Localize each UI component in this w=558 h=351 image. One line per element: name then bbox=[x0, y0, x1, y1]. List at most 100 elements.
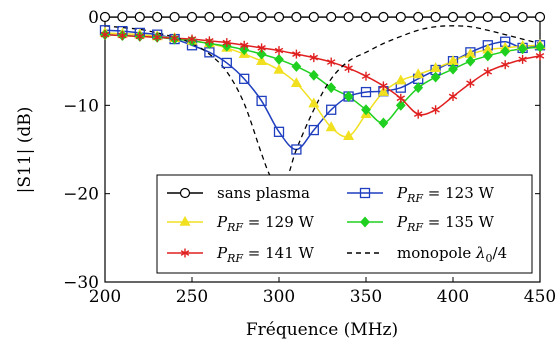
y-axis-title: |S11| (dB) bbox=[15, 107, 35, 194]
series-1-point-13 bbox=[326, 104, 337, 115]
series-3-point-13 bbox=[326, 82, 337, 94]
series-2-point-10 bbox=[273, 63, 285, 74]
series-3-point-18 bbox=[413, 82, 424, 94]
series-4-point-13-arm-2 bbox=[326, 59, 336, 65]
series-0-point-0 bbox=[99, 11, 111, 23]
series-4-point-20 bbox=[448, 92, 458, 101]
series-4-point-3-arm-2 bbox=[152, 34, 162, 41]
x-axis-title: Fréquence (MHz) bbox=[246, 320, 398, 340]
series-4-point-8-arm-2 bbox=[239, 42, 249, 49]
series-2-point-9 bbox=[256, 55, 268, 65]
legend-label-0: sans plasma bbox=[217, 184, 310, 202]
series-4-point-14 bbox=[344, 63, 353, 73]
series-4-point-9 bbox=[257, 43, 266, 53]
series-4-point-4-arm-2 bbox=[170, 35, 179, 42]
series-4-point-10 bbox=[274, 46, 284, 56]
legend-label-1: PRF = 123 W bbox=[396, 184, 495, 205]
legend-item-1: PRF = 123 W bbox=[347, 184, 495, 205]
x-tick-label-5: 450 bbox=[524, 287, 556, 307]
series-4-point-18-arm-2 bbox=[413, 111, 423, 118]
legend-swatch-marker-2 bbox=[179, 215, 191, 226]
series-4-point-22 bbox=[483, 67, 493, 77]
series-0-point-20 bbox=[447, 11, 459, 23]
series-0-point-12 bbox=[308, 11, 319, 23]
series-1-point-12 bbox=[308, 124, 319, 136]
series-4-point-20-arm-2 bbox=[448, 93, 458, 100]
series-4-point-19 bbox=[431, 105, 440, 115]
legend-label-5: monopole λ0/4 bbox=[397, 244, 507, 265]
series-4-point-8 bbox=[239, 40, 249, 50]
legend-swatch-3 bbox=[347, 216, 383, 228]
series-3-point-25 bbox=[535, 41, 545, 53]
series-4-point-11 bbox=[292, 49, 301, 59]
series-3-point-21 bbox=[465, 55, 476, 67]
series-4-point-16 bbox=[379, 81, 388, 91]
markers-layer bbox=[99, 11, 546, 155]
series-0-point-3 bbox=[152, 11, 163, 23]
series-3-point-22 bbox=[482, 50, 493, 62]
legend-swatch-marker-4-arm-2 bbox=[180, 250, 190, 256]
series-4-point-5 bbox=[187, 34, 197, 44]
series-4-point-10-arm-2 bbox=[274, 47, 284, 54]
series-4-point-24 bbox=[518, 54, 527, 64]
series-4-point-13 bbox=[326, 57, 336, 67]
series-1-point-11 bbox=[291, 144, 302, 155]
series-2-point-13 bbox=[325, 121, 337, 132]
legend-swatch-marker-0 bbox=[179, 187, 191, 199]
series-3-point-14 bbox=[343, 91, 354, 102]
series-4-point-21-arm-2 bbox=[466, 80, 475, 87]
x-tick-label-1: 250 bbox=[176, 287, 208, 307]
series-0-point-22 bbox=[482, 11, 493, 23]
legend-item-2: PRF = 129 W bbox=[167, 213, 315, 234]
series-0-point-23 bbox=[500, 11, 511, 23]
series-4-point-24-arm-2 bbox=[518, 56, 527, 63]
series-0-point-5 bbox=[186, 11, 198, 23]
legend-label-3: PRF = 135 W bbox=[396, 213, 495, 234]
series-0-point-24 bbox=[517, 11, 528, 23]
series-4-point-11-arm-2 bbox=[292, 51, 301, 57]
legend-swatch-2 bbox=[167, 215, 203, 226]
x-tick-label-4: 400 bbox=[437, 287, 469, 307]
series-4-point-4 bbox=[170, 33, 179, 43]
legend-box bbox=[156, 174, 533, 274]
series-0-point-9 bbox=[256, 11, 267, 23]
axis-tick-labels: 200 250 300 350 400 450 0 −10 −20 −30 bbox=[63, 8, 556, 307]
series-line-5 bbox=[105, 25, 540, 186]
series-3-point-11 bbox=[291, 61, 302, 72]
series-4-point-17 bbox=[396, 93, 406, 103]
series-4-point-12-arm-2 bbox=[309, 54, 319, 61]
series-0-point-4 bbox=[169, 11, 180, 23]
series-0-point-8 bbox=[239, 11, 250, 23]
series-4-point-3 bbox=[152, 32, 162, 42]
series-3-point-16 bbox=[378, 117, 389, 129]
series-4-point-23 bbox=[500, 60, 510, 70]
series-2-point-14 bbox=[343, 130, 355, 141]
series-4-point-12 bbox=[309, 53, 319, 63]
series-4-point-7 bbox=[222, 38, 232, 48]
series-3-point-9 bbox=[256, 48, 267, 60]
series-4-point-2 bbox=[135, 31, 145, 41]
series-4-point-14-arm-2 bbox=[344, 65, 353, 72]
series-4-point-22-arm-2 bbox=[483, 68, 493, 75]
legend-swatch-1 bbox=[347, 187, 383, 199]
series-4-point-6-arm-2 bbox=[205, 37, 214, 44]
legend: sans plasma PRF = 123 W PRF = 129 W PRF … bbox=[156, 174, 533, 274]
series-4-point-25-arm-2 bbox=[535, 53, 545, 59]
x-tick-label-0: 200 bbox=[89, 287, 121, 307]
series-0-point-2 bbox=[134, 11, 145, 23]
series-2-point-17 bbox=[395, 74, 407, 85]
series-4-point-21 bbox=[466, 78, 475, 88]
legend-swatch-4 bbox=[167, 248, 203, 258]
series-0-point-11 bbox=[291, 11, 302, 23]
series-3-point-20 bbox=[448, 63, 458, 75]
legend-label-4: PRF = 141 W bbox=[216, 244, 315, 265]
series-0-point-7 bbox=[221, 11, 232, 23]
series-0-point-17 bbox=[395, 11, 406, 23]
series-2-point-12 bbox=[308, 97, 320, 108]
legend-label-2: PRF = 129 W bbox=[216, 213, 315, 234]
series-4-point-0-arm-2 bbox=[100, 31, 110, 38]
series-0-point-19 bbox=[430, 11, 441, 23]
series-0-point-25 bbox=[534, 11, 546, 23]
series-3-point-19 bbox=[430, 71, 441, 83]
y-tick-label-2: −20 bbox=[63, 185, 99, 205]
